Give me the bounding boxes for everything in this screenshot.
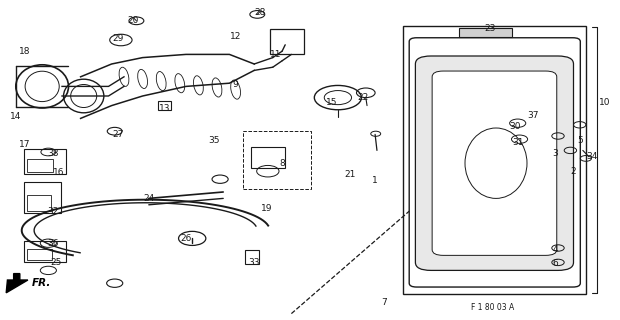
Text: 27: 27	[112, 130, 123, 139]
Text: 33: 33	[249, 258, 260, 267]
Bar	[27, 159, 53, 172]
Bar	[24, 241, 66, 262]
Text: 18: 18	[19, 47, 30, 56]
Text: 2: 2	[570, 167, 577, 176]
Text: F 1 80 03 A: F 1 80 03 A	[471, 303, 515, 312]
Text: 38: 38	[47, 149, 58, 158]
Bar	[24, 149, 66, 174]
Text: 16: 16	[53, 168, 64, 177]
FancyBboxPatch shape	[432, 71, 557, 255]
Text: 3: 3	[552, 149, 558, 158]
Text: 28: 28	[255, 8, 266, 17]
Text: 34: 34	[587, 152, 598, 161]
Text: 15: 15	[326, 98, 337, 107]
Text: 13: 13	[159, 104, 170, 113]
Bar	[24, 182, 61, 213]
Bar	[403, 26, 586, 294]
Bar	[251, 147, 285, 168]
Text: 25: 25	[50, 258, 61, 267]
Bar	[459, 28, 512, 37]
Text: 22: 22	[357, 93, 368, 102]
Text: FR.: FR.	[32, 278, 51, 288]
Bar	[270, 29, 304, 54]
FancyBboxPatch shape	[415, 56, 574, 270]
Text: 30: 30	[509, 122, 520, 131]
Text: 20: 20	[128, 16, 139, 25]
Bar	[27, 249, 52, 260]
Text: 32: 32	[47, 207, 58, 216]
Text: 12: 12	[230, 32, 241, 41]
Text: 31: 31	[512, 138, 523, 147]
Text: 6: 6	[552, 260, 558, 268]
Text: 1: 1	[372, 176, 378, 185]
Bar	[27, 195, 51, 211]
Polygon shape	[6, 274, 28, 293]
Text: 29: 29	[112, 34, 123, 43]
Bar	[245, 250, 259, 264]
Text: 35: 35	[208, 136, 219, 145]
Text: 9: 9	[232, 80, 239, 89]
Text: 4: 4	[552, 245, 558, 254]
Text: 11: 11	[270, 50, 281, 59]
Text: 19: 19	[261, 204, 272, 212]
Text: 24: 24	[143, 194, 154, 203]
Text: 17: 17	[19, 140, 30, 148]
Text: 26: 26	[180, 234, 192, 243]
Text: 5: 5	[577, 136, 583, 145]
Text: 8: 8	[279, 159, 285, 168]
Bar	[158, 101, 170, 110]
Text: 14: 14	[10, 112, 21, 121]
Text: 21: 21	[345, 170, 356, 179]
Text: 36: 36	[47, 239, 58, 248]
Text: 10: 10	[599, 98, 610, 107]
Text: 7: 7	[381, 298, 388, 307]
Text: 23: 23	[484, 24, 495, 33]
Text: 37: 37	[528, 111, 539, 120]
